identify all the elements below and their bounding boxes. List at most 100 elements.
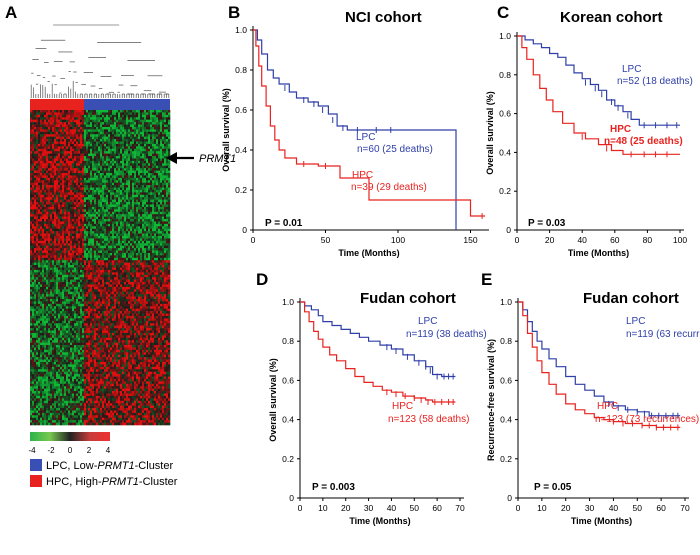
series-count-lpc: n=60 (25 deaths) [357,144,433,155]
x-axis-label: Time (Months) [349,516,410,526]
legend-suffix: -Cluster [139,476,178,488]
km-line-lpc [253,29,457,230]
arrow-head-icon [166,152,177,164]
p-value: P = 0.01 [265,218,303,229]
x-tick-label: 70 [680,503,690,513]
series-name-hpc: HPC [610,124,631,135]
x-tick-label: 10 [537,503,547,513]
x-tick-label: 20 [545,235,555,245]
y-tick-label: 1.0 [282,297,294,307]
y-tick-label: 0.2 [235,185,247,195]
x-tick-label: 0 [298,503,303,513]
km-line-hpc [517,35,680,155]
panel-title: NCI cohort [345,9,422,26]
km-line-lpc [518,301,681,417]
x-tick-label: 10 [318,503,328,513]
legend-swatch-0 [30,459,42,471]
km-line-hpc [518,301,681,428]
y-tick-label: 0.6 [235,105,247,115]
series-name-lpc: LPC [418,316,437,327]
x-tick-label: 150 [463,235,477,245]
legend-swatch-1 [30,475,42,487]
x-tick-label: 100 [391,235,405,245]
y-tick-label: 1.0 [500,297,512,307]
x-tick-label: 30 [364,503,374,513]
series-count-hpc: n=123 (58 deaths) [388,414,469,425]
y-tick-label: 0.6 [282,375,294,385]
y-tick-label: 0.8 [282,336,294,346]
x-tick-label: 70 [455,503,465,513]
series-count-hpc: n=48 (25 deaths) [604,136,683,147]
panel-a-heatmap: A PRMT1 -4 -2 0 2 4 LPC, Low-PRMT1-ClusterHP… [5,3,236,488]
cluster-bar [30,99,170,110]
scale-tick-label: 4 [106,446,111,455]
y-axis-label: Overall survival (%) [268,358,278,442]
panel-title: Fudan cohort [583,290,679,307]
panel-letter-e: E [481,270,492,289]
x-tick-label: 0 [515,235,520,245]
km-line-hpc [253,29,485,217]
series-count-lpc: n=119 (38 deaths) [406,329,487,340]
x-tick-label: 50 [633,503,643,513]
x-axis-label: Time (Months) [568,248,629,258]
y-tick-label: 1.0 [235,25,247,35]
scale-tick-label: -4 [28,446,36,455]
x-tick-label: 20 [561,503,571,513]
y-tick-label: 1.0 [499,31,511,41]
prmt1-arrow: PRMT1 [166,152,236,165]
y-tick-label: 0.2 [500,454,512,464]
x-axis-label: Time (Months) [338,248,399,258]
y-tick-label: 0.4 [499,147,511,157]
y-tick-label: 0.2 [499,186,511,196]
prmt1-label: PRMT1 [199,153,236,165]
legend-label-0: LPC, Low-PRMT1-Cluster [46,460,173,472]
series-name-lpc: LPC [356,132,375,143]
x-tick-label: 50 [321,235,331,245]
y-tick-label: 0.8 [235,65,247,75]
panel-d-km-plot: D Fudan cohort 0 0.2 0.4 0.6 0.8 1.0 0 10 20 30 40 50… [256,270,487,526]
y-tick-label: 0 [507,493,512,503]
x-tick-label: 0 [251,235,256,245]
panel-e-km-plot: E Fudan cohort 0 0.2 0.4 0.6 0.8 1.0 0 10 20 30 40 50… [481,270,700,526]
x-tick-label: 40 [609,503,619,513]
y-tick-label: 0 [506,225,511,235]
p-value: P = 0.05 [534,482,572,493]
x-axis-label: Time (Months) [571,516,632,526]
panel-b-km-plot: B NCI cohort 0 0.2 0.4 0.6 0.8 1.0 0 50 100 150 Time… [221,3,489,258]
y-tick-label: 0 [289,493,294,503]
y-tick-label: 0.8 [499,70,511,80]
series-count-hpc: n=123 (73 recurrences) [595,414,699,425]
x-tick-label: 100 [673,235,687,245]
color-scale: -4 -2 0 2 4 [28,432,111,455]
color-scale-bar [30,432,110,441]
x-tick-label: 50 [410,503,420,513]
y-tick-label: 0.2 [282,454,294,464]
series-name-hpc: HPC [597,401,618,412]
legend-suffix: -Cluster [135,460,174,472]
km-line-lpc [517,35,680,126]
y-tick-label: 0.4 [235,145,247,155]
y-tick-label: 0.8 [500,336,512,346]
y-tick-label: 0.6 [500,375,512,385]
y-tick-label: 0.6 [499,109,511,119]
legend-prefix: LPC, Low- [46,460,98,472]
p-value: P = 0.003 [312,482,355,493]
y-tick-label: 0 [242,225,247,235]
x-tick-label: 0 [516,503,521,513]
panel-title: Fudan cohort [360,290,456,307]
series-count-lpc: n=52 (18 deaths) [617,76,693,87]
series-name-hpc: HPC [392,401,413,412]
scale-tick-label: 2 [87,446,92,455]
panel-letter-a: A [5,3,17,22]
series-name-hpc: HPC [352,170,373,181]
x-tick-label: 80 [643,235,653,245]
panel-c-km-plot: C Korean cohort 0 0.2 0.4 0.6 0.8 1.0 0 20 40 60 80 1… [485,3,693,258]
x-tick-label: 60 [656,503,666,513]
heatmap-matrix [30,110,171,426]
x-tick-label: 20 [341,503,351,513]
scale-tick-label: 0 [68,446,73,455]
x-tick-label: 60 [432,503,442,513]
series-count-hpc: n=39 (29 deaths) [351,182,427,193]
